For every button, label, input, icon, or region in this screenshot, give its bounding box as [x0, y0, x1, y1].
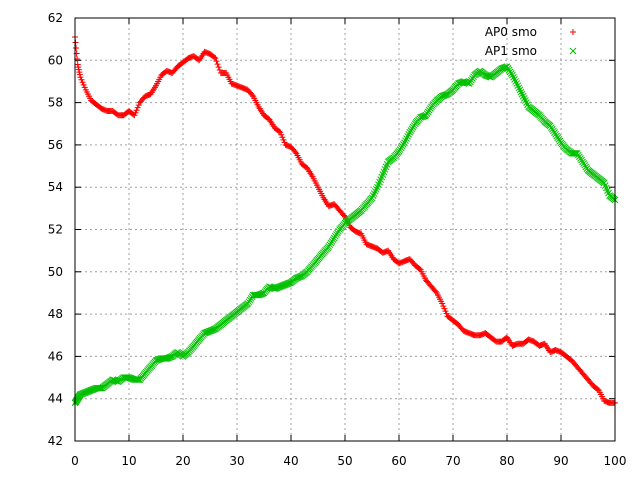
data-point: [278, 131, 285, 138]
data-point: [72, 39, 79, 46]
legend-marker: [570, 29, 576, 35]
x-tick-label: 40: [283, 454, 298, 468]
data-point: [97, 384, 105, 392]
data-point: [215, 64, 222, 71]
y-tick-label: 50: [48, 265, 63, 279]
data-point: [370, 190, 378, 197]
data-point: [292, 149, 299, 156]
data-point: [519, 92, 527, 100]
data-point: [74, 61, 81, 68]
data-point: [514, 82, 522, 90]
data-point: [510, 73, 517, 81]
data-point: [443, 310, 450, 317]
data-point: [211, 54, 218, 61]
data-point: [404, 133, 411, 140]
y-tick-label: 42: [48, 434, 63, 448]
data-point: [439, 300, 446, 307]
series-layer: [71, 34, 619, 407]
data-point: [405, 130, 413, 138]
x-tick-label: 80: [499, 454, 514, 468]
data-point: [276, 128, 283, 135]
data-point: [277, 129, 284, 136]
data-point: [73, 45, 80, 52]
x-tick-label: 90: [553, 454, 568, 468]
data-point: [131, 112, 138, 119]
y-tick-label: 56: [48, 138, 63, 152]
data-point: [368, 194, 376, 202]
data-point: [132, 109, 139, 116]
x-tick-label: 30: [229, 454, 244, 468]
series-ap0-smo: [72, 34, 618, 406]
data-point: [402, 137, 409, 145]
data-point: [75, 66, 82, 73]
plot-border: [74, 17, 616, 442]
data-point: [512, 78, 519, 85]
data-point: [523, 99, 530, 106]
y-tick-label: 58: [48, 96, 63, 110]
legend-marker: [569, 47, 577, 55]
data-point: [401, 139, 408, 147]
data-point: [371, 188, 379, 195]
x-tick-label: 20: [175, 454, 190, 468]
data-point: [571, 150, 579, 157]
data-point: [369, 192, 377, 200]
data-point: [133, 107, 140, 114]
x-tick-label: 50: [337, 454, 352, 468]
data-point: [513, 80, 521, 87]
y-tick-label: 52: [48, 223, 63, 237]
data-point: [515, 84, 523, 92]
data-point: [135, 102, 142, 109]
x-tick-label: 10: [121, 454, 136, 468]
data-point: [249, 91, 256, 98]
data-point: [76, 69, 83, 76]
data-point: [81, 84, 88, 91]
data-point: [509, 71, 516, 79]
x-tick-label: 0: [71, 454, 79, 468]
data-point: [78, 76, 85, 83]
legend-label: AP0 smo: [485, 25, 537, 39]
data-point: [570, 150, 578, 157]
x-tick-label: 100: [604, 454, 627, 468]
data-point: [372, 185, 380, 193]
legend-label: AP1 smo: [485, 44, 537, 58]
x-tick-label: 70: [445, 454, 460, 468]
data-point: [432, 288, 439, 295]
y-tick-label: 54: [48, 180, 63, 194]
data-point: [511, 75, 518, 83]
data-point: [520, 95, 528, 102]
data-point: [75, 64, 82, 71]
data-point: [403, 135, 410, 142]
data-point: [214, 61, 221, 68]
data-point: [279, 134, 286, 141]
x-tick-label: 60: [391, 454, 406, 468]
y-tick-label: 62: [48, 11, 63, 25]
data-point: [440, 303, 447, 310]
data-point: [518, 90, 526, 98]
data-point: [134, 104, 141, 111]
data-point: [340, 212, 347, 219]
series-ap1-smo: [71, 63, 619, 407]
y-tick-label: 60: [48, 53, 63, 67]
tick-labels: 0 10 20 30 40 50 60 70 80 90 100 42 44 46 48 50 52 54 56 58…: [48, 11, 627, 468]
data-point: [516, 86, 524, 94]
data-point: [77, 74, 84, 81]
y-tick-label: 44: [48, 392, 63, 406]
y-tick-label: 48: [48, 307, 63, 321]
data-point: [522, 97, 529, 104]
data-point: [76, 71, 83, 78]
data-point: [212, 55, 219, 62]
data-point: [441, 305, 448, 312]
data-point: [133, 376, 140, 384]
legend: AP0 smo AP1 smo: [485, 25, 577, 58]
data-point: [213, 58, 220, 65]
data-point: [442, 308, 449, 315]
data-point: [280, 136, 287, 143]
data-point: [517, 88, 525, 96]
data-point: [79, 79, 86, 86]
y-tick-label: 46: [48, 349, 63, 363]
data-point: [80, 81, 87, 88]
